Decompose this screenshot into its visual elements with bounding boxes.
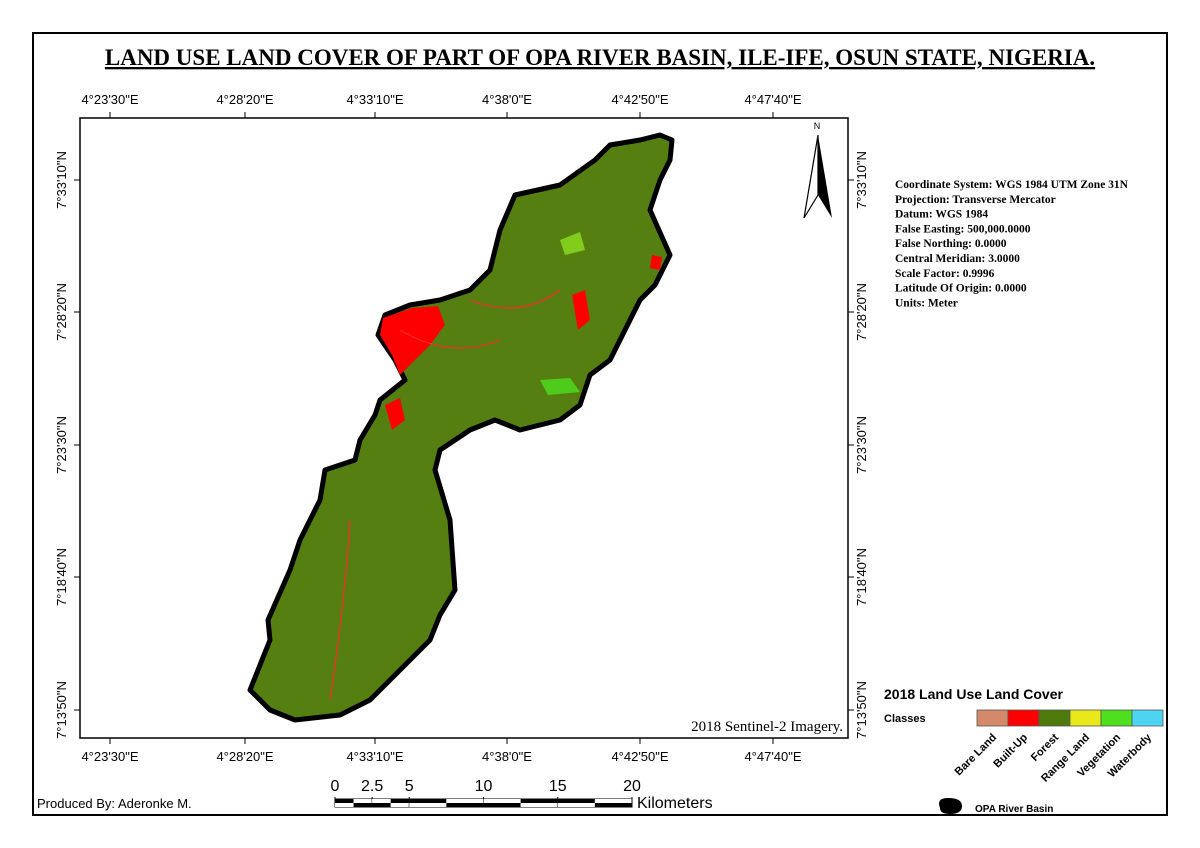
scale-segment	[390, 803, 410, 807]
built-up-patch	[650, 255, 662, 270]
basin-area	[247, 132, 675, 723]
latitude-label: 7°13'50"N	[854, 681, 869, 739]
longitude-label: 4°28'20"E	[216, 92, 273, 107]
longitude-label: 4°38'0"E	[482, 749, 532, 764]
latitude-label: 7°28'20"N	[854, 283, 869, 341]
credit: Produced By: Aderonke M.	[37, 796, 192, 811]
scale-segment	[557, 803, 595, 807]
longitude-label: 4°33'10"E	[346, 92, 403, 107]
longitude-label: 4°42'50"E	[611, 92, 668, 107]
latitude-label: 7°33'10"N	[854, 151, 869, 209]
vegetation-patch	[540, 378, 580, 395]
latitude-label: 7°18'40"N	[854, 548, 869, 606]
scale-segment	[409, 803, 447, 807]
map-title: LAND USE LAND COVER OF PART OF OPA RIVER…	[105, 45, 1095, 70]
map-info-line: Latitude Of Origin: 0.0000	[895, 283, 1027, 295]
latitude-label: 7°33'10"N	[54, 151, 69, 209]
imagery-note: 2018 Sentinel-2 Imagery.	[691, 719, 843, 735]
legend-swatch	[1038, 709, 1071, 727]
latitude-label: 7°23'30"N	[54, 416, 69, 474]
scale-tick-label: 2.5	[361, 778, 383, 795]
built-up-patch	[380, 306, 445, 375]
scale-segment	[594, 799, 632, 803]
longitude-label: 4°23'30"E	[81, 92, 138, 107]
longitude-label: 4°47'40"E	[744, 92, 801, 107]
legend-swatch	[1069, 709, 1102, 727]
scale-segment	[557, 799, 595, 803]
scale-tick-label: 10	[475, 778, 493, 795]
scale-segment	[335, 803, 354, 807]
built-up-patch	[385, 398, 405, 430]
scale-segment	[483, 803, 521, 807]
north-label: N	[814, 121, 821, 131]
scale-segment	[409, 799, 447, 803]
scale-segment	[483, 799, 521, 803]
legend-swatch	[1007, 709, 1040, 727]
legend-title: 2018 Land Use Land Cover	[884, 686, 1064, 702]
legend-swatch	[1131, 709, 1164, 727]
latitude-label: 7°28'20"N	[54, 283, 69, 341]
page-border	[32, 32, 1168, 816]
map-info-line: Scale Factor: 0.9996	[895, 268, 995, 280]
longitude-label: 4°28'20"E	[216, 749, 273, 764]
built-up-patch	[572, 290, 590, 330]
longitude-label: 4°33'10"E	[346, 749, 403, 764]
scale-tick-label: 20	[623, 778, 641, 795]
legend-swatch	[1100, 709, 1133, 727]
longitude-label: 4°47'40"E	[744, 749, 801, 764]
scale-tick-label: 15	[549, 778, 567, 795]
scale-segment	[390, 799, 410, 803]
map-info-line: False Easting: 500,000.0000	[895, 223, 1031, 235]
legend-subtitle: Classes	[884, 713, 926, 725]
boundary-label: OPA River Basin	[975, 804, 1053, 815]
scale-segment	[372, 799, 391, 803]
boundary-symbol	[939, 798, 962, 814]
north-arrow	[803, 134, 832, 219]
map-info-line: Coordinate System: WGS 1984 UTM Zone 31N	[895, 179, 1129, 191]
latitude-label: 7°13'50"N	[54, 681, 69, 739]
latitude-label: 7°23'30"N	[854, 416, 869, 474]
scale-segment	[446, 803, 484, 807]
scale-segment	[353, 799, 373, 803]
longitude-label: 4°42'50"E	[611, 749, 668, 764]
longitude-label: 4°38'0"E	[482, 92, 532, 107]
longitude-label: 4°23'30"E	[81, 749, 138, 764]
scale-segment	[353, 803, 373, 807]
map-info-line: Units: Meter	[895, 297, 958, 309]
scale-segment	[372, 803, 391, 807]
scale-segment	[446, 799, 484, 803]
scale-tick-label: 0	[331, 778, 340, 795]
road-lines	[329, 289, 561, 701]
map-info-line: False Northing: 0.0000	[895, 238, 1007, 250]
scale-segment	[520, 803, 558, 807]
map-info-line: Projection: Transverse Mercator	[895, 194, 1056, 206]
map-info-line: Datum: WGS 1984	[895, 209, 988, 221]
vegetation-patch	[560, 232, 585, 255]
latitude-label: 7°18'40"N	[54, 548, 69, 606]
map-info-line: Central Meridian: 3.0000	[895, 253, 1020, 265]
scale-segment	[594, 803, 632, 807]
scale-unit: Kilometers	[637, 795, 713, 812]
scale-segment	[520, 799, 558, 803]
scale-tick-label: 5	[405, 778, 414, 795]
legend-swatch	[976, 709, 1009, 727]
scale-segment	[335, 799, 354, 803]
